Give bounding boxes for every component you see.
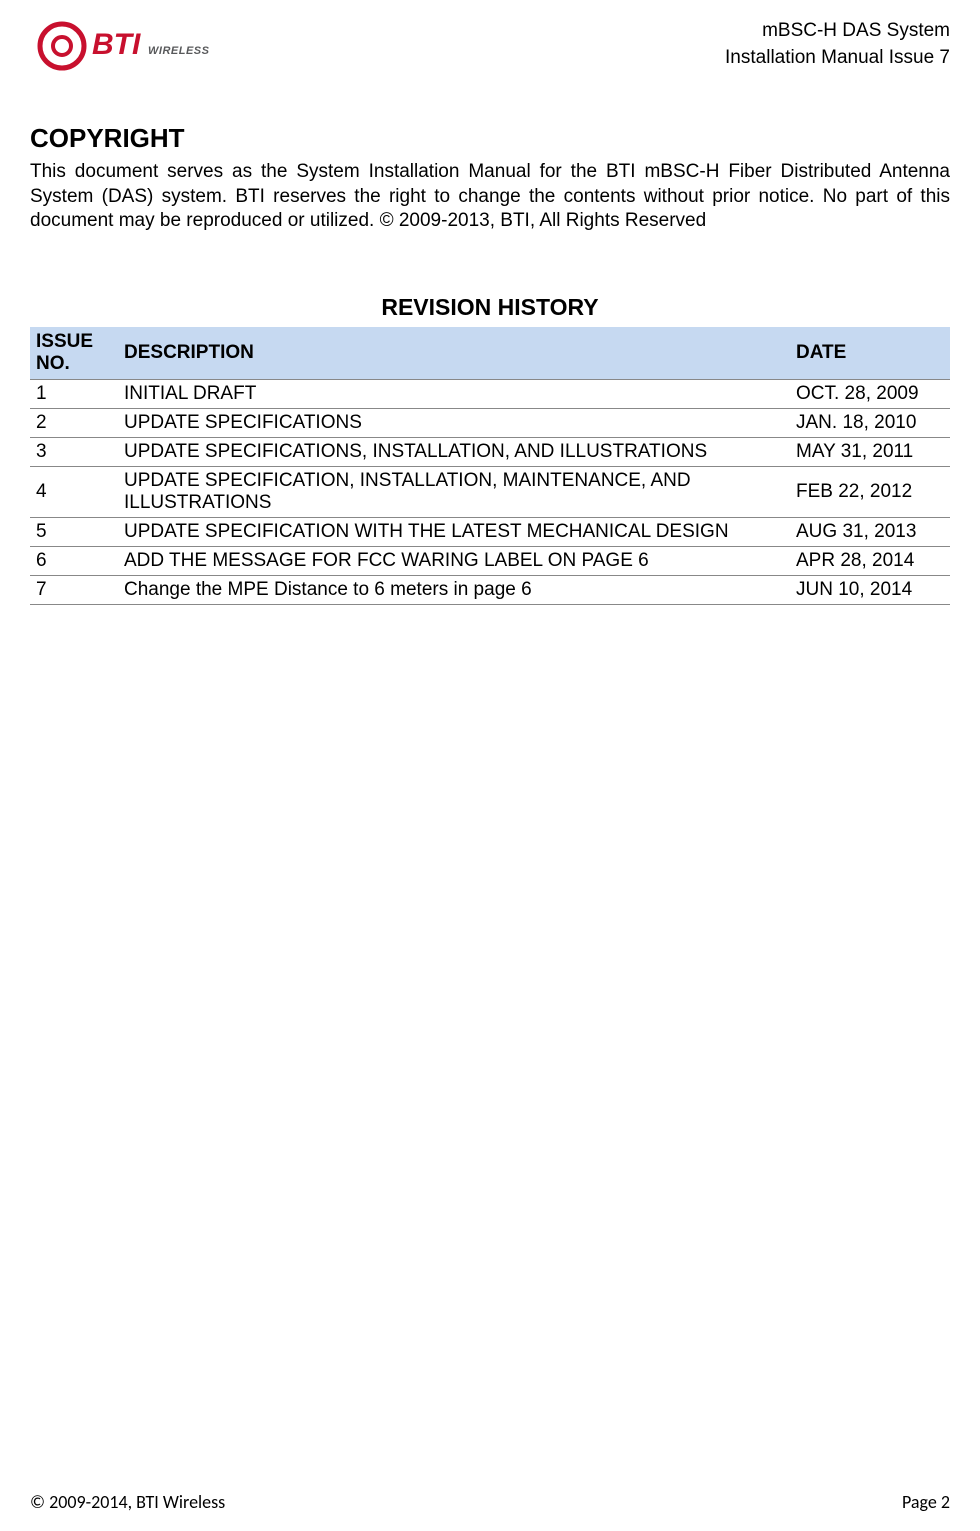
page-footer: © 2009-2014, BTI Wireless Page 2 — [30, 1491, 950, 1513]
table-row: 4 UPDATE SPECIFICATION, INSTALLATION, MA… — [30, 467, 950, 518]
footer-page-number: Page 2 — [902, 1491, 950, 1513]
cell-date: JUN 10, 2014 — [790, 576, 950, 605]
page-content: COPYRIGHT This document serves as the Sy… — [30, 83, 950, 605]
bti-logo-icon: BTI WIRELESS — [30, 18, 210, 73]
company-logo: BTI WIRELESS — [30, 18, 210, 73]
copyright-body: This document serves as the System Insta… — [30, 160, 950, 234]
cell-issue: 6 — [30, 547, 118, 576]
cell-description: UPDATE SPECIFICATION, INSTALLATION, MAIN… — [118, 467, 790, 518]
page-header: BTI WIRELESS mBSC-H DAS System Installat… — [30, 10, 950, 83]
cell-date: AUG 31, 2013 — [790, 518, 950, 547]
table-row: 5 UPDATE SPECIFICATION WITH THE LATEST M… — [30, 518, 950, 547]
cell-issue: 4 — [30, 467, 118, 518]
cell-date: OCT. 28, 2009 — [790, 380, 950, 409]
cell-description: UPDATE SPECIFICATION WITH THE LATEST MEC… — [118, 518, 790, 547]
cell-date: APR 28, 2014 — [790, 547, 950, 576]
cell-date: JAN. 18, 2010 — [790, 409, 950, 438]
cell-date: FEB 22, 2012 — [790, 467, 950, 518]
column-header-issue: ISSUE NO. — [30, 327, 118, 380]
header-text: mBSC-H DAS System Installation Manual Is… — [725, 18, 950, 71]
cell-date: MAY 31, 2011 — [790, 438, 950, 467]
svg-text:WIRELESS: WIRELESS — [148, 45, 210, 57]
table-row: 2 UPDATE SPECIFICATIONS JAN. 18, 2010 — [30, 409, 950, 438]
copyright-heading: COPYRIGHT — [30, 123, 950, 154]
svg-text:BTI: BTI — [92, 28, 141, 61]
table-row: 1 INITIAL DRAFT OCT. 28, 2009 — [30, 380, 950, 409]
header-system-name: mBSC-H DAS System — [725, 18, 950, 45]
cell-issue: 1 — [30, 380, 118, 409]
column-header-description: DESCRIPTION — [118, 327, 790, 380]
column-header-date: DATE — [790, 327, 950, 380]
table-row: 6 ADD THE MESSAGE FOR FCC WARING LABEL O… — [30, 547, 950, 576]
table-row: 3 UPDATE SPECIFICATIONS, INSTALLATION, A… — [30, 438, 950, 467]
table-row: 7 Change the MPE Distance to 6 meters in… — [30, 576, 950, 605]
cell-issue: 7 — [30, 576, 118, 605]
cell-description: INITIAL DRAFT — [118, 380, 790, 409]
footer-copyright: © 2009-2014, BTI Wireless — [30, 1491, 225, 1513]
cell-issue: 5 — [30, 518, 118, 547]
revision-history-heading: REVISION HISTORY — [30, 294, 950, 321]
cell-issue: 3 — [30, 438, 118, 467]
cell-description: ADD THE MESSAGE FOR FCC WARING LABEL ON … — [118, 547, 790, 576]
cell-description: UPDATE SPECIFICATIONS — [118, 409, 790, 438]
revision-history-table: ISSUE NO. DESCRIPTION DATE 1 INITIAL DRA… — [30, 327, 950, 605]
table-header-row: ISSUE NO. DESCRIPTION DATE — [30, 327, 950, 380]
header-manual-issue: Installation Manual Issue 7 — [725, 45, 950, 72]
cell-description: UPDATE SPECIFICATIONS, INSTALLATION, AND… — [118, 438, 790, 467]
cell-issue: 2 — [30, 409, 118, 438]
cell-description: Change the MPE Distance to 6 meters in p… — [118, 576, 790, 605]
